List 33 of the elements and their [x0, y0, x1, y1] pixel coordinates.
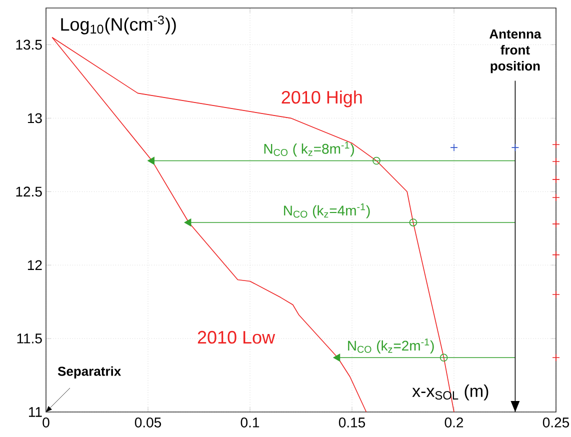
- annotation: Separatrix: [58, 366, 122, 378]
- series-label: N$_{CO}$ ( k$_{z}$=8m$^{-1}$): [264, 142, 354, 157]
- point: [552, 176, 560, 184]
- x-tick-label: 0.1: [240, 418, 260, 428]
- point: [552, 290, 560, 298]
- x-tick-label: 0.15: [338, 418, 366, 428]
- point: [372, 156, 380, 165]
- x-tick-label: 0: [42, 418, 50, 428]
- point: [450, 144, 458, 152]
- series-label: 2010 Low: [198, 330, 276, 344]
- series-label: N$_{CO}$ (k$_{z}$=4m$^{-1}$): [284, 203, 370, 218]
- point: [552, 354, 560, 362]
- y-tick-label: 12: [28, 260, 42, 270]
- y-axis-title: Log$_{10}$(N(cm$^{-3}$)): [61, 16, 176, 34]
- point: [552, 250, 560, 259]
- series-label: N$_{CO}$ (k$_{z}$=2m$^{-1}$): [348, 338, 434, 354]
- y-tick-label: 11: [29, 407, 42, 417]
- y-tick-label: 13.5: [16, 40, 42, 50]
- point: [440, 354, 448, 362]
- y-tick-label: 12.5: [16, 186, 42, 197]
- point: [409, 218, 418, 226]
- point: [552, 140, 560, 149]
- point: [552, 158, 560, 166]
- x-tick-label: 0.05: [134, 418, 162, 428]
- series-label: 2010 High: [282, 90, 362, 108]
- y-tick-label: 11.5: [17, 334, 42, 344]
- point: [552, 220, 560, 228]
- x-tick-label: 0.2: [444, 418, 464, 428]
- y-tick-label: 13: [28, 113, 42, 124]
- x-tick-label: 0.25: [542, 418, 570, 428]
- point: [552, 194, 560, 202]
- ref-line-label: Antenna front position: [490, 30, 542, 74]
- point: [511, 144, 520, 152]
